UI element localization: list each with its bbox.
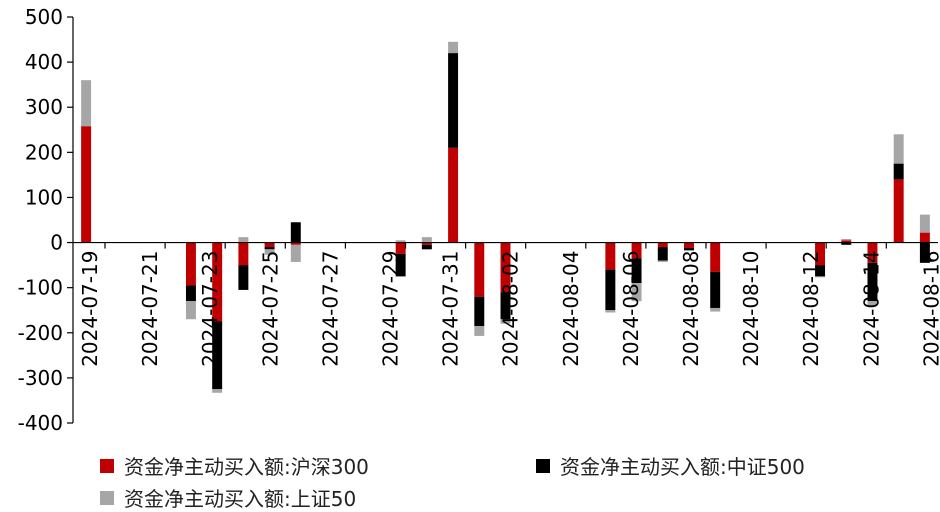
bar-segment xyxy=(395,242,406,254)
bar-segment xyxy=(657,247,668,261)
bar-segment xyxy=(474,326,485,336)
bar-segment xyxy=(264,242,275,248)
bar-segment xyxy=(448,53,459,148)
y-tick-label: -400 xyxy=(18,411,63,435)
bar-segment xyxy=(815,265,826,277)
x-tick-label: 2024-08-02 xyxy=(499,251,523,367)
y-tick-label: 200 xyxy=(25,140,63,164)
x-tick-label: 2024-08-14 xyxy=(859,251,883,367)
bar-segment xyxy=(631,258,642,284)
bar-segment xyxy=(684,247,694,251)
y-tick-label: 100 xyxy=(25,185,63,209)
bar-segment xyxy=(867,262,878,302)
y-tick-label: 300 xyxy=(25,95,63,119)
bar-segment xyxy=(657,260,668,262)
bar-segment xyxy=(290,222,301,243)
bar-segment xyxy=(448,147,459,243)
bar-segment xyxy=(212,242,223,322)
x-tick-label: 2024-08-06 xyxy=(619,251,643,367)
x-tick-label: 2024-07-27 xyxy=(318,251,342,367)
bar-segment xyxy=(919,232,930,243)
bar-segment xyxy=(290,242,301,245)
bar-segment xyxy=(500,319,511,324)
bar-segment xyxy=(185,242,196,286)
x-tick-label: 2024-07-19 xyxy=(78,251,102,367)
bar-segment xyxy=(448,41,459,54)
bar-segment xyxy=(710,242,721,272)
bar-segment xyxy=(500,242,511,293)
bar-segment xyxy=(500,292,511,320)
bar-segment xyxy=(893,179,904,243)
y-tick-label: -200 xyxy=(18,321,63,345)
x-tick-label: 2024-07-31 xyxy=(439,251,463,367)
x-tick-label: 2024-08-08 xyxy=(679,251,703,367)
bar-segment xyxy=(212,389,223,393)
bar-segment xyxy=(841,242,852,245)
bar-segment xyxy=(238,242,249,266)
bar-segment xyxy=(290,244,301,262)
x-tick-label: 2024-07-23 xyxy=(198,251,222,367)
bar-segment xyxy=(919,214,930,233)
bar-segment xyxy=(421,244,432,250)
x-tick-label: 2024-08-16 xyxy=(919,251,940,367)
bar-segment xyxy=(238,265,249,290)
bar-segment xyxy=(605,310,616,313)
bar-segment xyxy=(81,126,92,243)
bar-segment xyxy=(867,242,878,263)
x-tick-label: 2024-07-21 xyxy=(138,251,162,367)
bar-segment xyxy=(421,237,432,243)
y-tick-label: 400 xyxy=(25,50,63,74)
bar-segment xyxy=(238,237,249,243)
x-tick-label: 2024-08-12 xyxy=(799,251,823,367)
bar-segment xyxy=(815,242,826,266)
x-tick-label: 2024-08-10 xyxy=(739,251,763,367)
bar-segment xyxy=(841,238,852,241)
y-tick-label: -100 xyxy=(18,276,63,300)
bar-segment xyxy=(605,242,616,270)
bar-segment xyxy=(841,240,852,243)
x-tick-label: 2024-08-04 xyxy=(559,251,583,367)
bar-segment xyxy=(474,242,485,297)
bar-segment xyxy=(185,301,196,320)
bar-segment xyxy=(893,163,904,180)
bar-segment xyxy=(657,242,668,248)
bars-layer xyxy=(81,41,930,393)
axes-layer: -400 -300 -200 -100 0 100 200 300 400 500 2024-07-… xyxy=(18,5,940,435)
bar-segment xyxy=(631,242,642,259)
bar-segment xyxy=(919,242,930,263)
bar-segment xyxy=(710,307,721,312)
bar-segment xyxy=(893,134,904,164)
bar-segment xyxy=(605,269,616,311)
y-tick-label: 0 xyxy=(50,231,63,255)
x-tick-label: 2024-07-29 xyxy=(379,251,403,367)
bar-segment xyxy=(867,301,878,306)
y-tick-label: 500 xyxy=(25,5,63,29)
bar-segment xyxy=(631,283,642,302)
bar-segment xyxy=(395,240,406,243)
bar-segment xyxy=(710,271,721,308)
bar-segment xyxy=(684,250,694,252)
bar-segment xyxy=(185,285,196,302)
bar-segment xyxy=(264,247,275,250)
bar-segment xyxy=(395,253,406,277)
bar-segment xyxy=(684,242,694,248)
bar-segment xyxy=(421,242,432,245)
x-tick-label: 2024-07-25 xyxy=(258,251,282,367)
bar-segment xyxy=(474,296,485,327)
y-tick-label: -300 xyxy=(18,366,63,390)
bar-segment xyxy=(815,276,826,278)
bar-segment xyxy=(212,321,223,390)
bar-segment xyxy=(264,249,275,255)
bar-segment xyxy=(81,80,92,127)
